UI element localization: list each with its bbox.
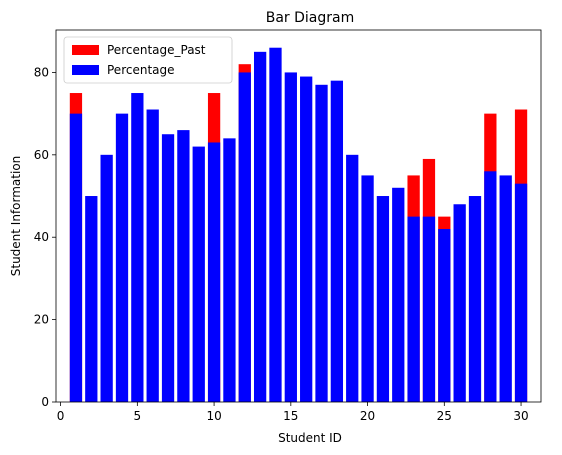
- bar-percentage-22: [392, 187, 405, 402]
- legend: Percentage_Past Percentage: [63, 36, 233, 84]
- bar-percentage-21: [376, 196, 390, 402]
- bar-percentage-20: [361, 175, 374, 402]
- x-axis-label: Student ID: [278, 431, 342, 445]
- plot-frame: [55, 29, 542, 403]
- x-tick-label-15: 15: [283, 409, 298, 423]
- bar-percentage-23: [407, 216, 420, 402]
- bar-percentage-19: [346, 154, 359, 402]
- bars-layer: [69, 47, 528, 403]
- bar-percentage-1: [69, 113, 83, 402]
- legend-swatch-0: [72, 45, 99, 55]
- bar-percentage-25: [438, 228, 451, 402]
- x-tick-label-0: 0: [57, 409, 65, 423]
- bar-percentage-7: [161, 134, 175, 403]
- bar-percentage-9: [192, 146, 205, 402]
- chart-title: Bar Diagram: [266, 10, 355, 26]
- bar-percentage-14: [269, 47, 282, 403]
- bar-percentage-17: [315, 84, 328, 402]
- bar-percentage-2: [85, 196, 98, 402]
- bar-percentage-18: [330, 80, 344, 403]
- bar-percentage-4: [115, 113, 129, 402]
- y-axis-ticks: 0 20 40 60 80: [34, 65, 56, 409]
- bar-percentage-15: [284, 72, 297, 403]
- bar-percentage-27: [468, 196, 482, 402]
- y-tick-label-80: 80: [34, 65, 49, 79]
- bar-percentage-24: [422, 216, 436, 402]
- x-tick-label-10: 10: [206, 409, 221, 423]
- x-tick-label-30: 30: [513, 409, 528, 423]
- y-tick-label-20: 20: [34, 313, 49, 327]
- legend-box: [63, 36, 233, 84]
- bar-percentage-8: [177, 130, 190, 403]
- y-axis-label: Student Information: [9, 156, 23, 277]
- x-axis-ticks: 0 5 10 15 20 25 30: [57, 402, 529, 423]
- bar-percentage-29: [499, 175, 512, 402]
- bar-percentage-30: [514, 183, 528, 402]
- bar-percentage-5: [131, 93, 144, 402]
- bar-percentage-6: [146, 109, 159, 402]
- y-tick-label-60: 60: [34, 148, 49, 162]
- legend-label-1: Percentage: [107, 63, 175, 77]
- bar-percentage-13: [253, 51, 267, 402]
- x-tick-label-20: 20: [360, 409, 375, 423]
- bar-percentage-12: [238, 72, 251, 403]
- bar-percentage-3: [100, 154, 113, 402]
- legend-label-0: Percentage_Past: [107, 43, 206, 57]
- legend-swatch-1: [72, 65, 99, 75]
- x-tick-label-25: 25: [437, 409, 452, 423]
- bar-percentage-11: [223, 138, 236, 402]
- y-tick-label-40: 40: [34, 230, 49, 244]
- bar-percentage-10: [207, 142, 221, 402]
- bar-percentage-26: [453, 204, 466, 402]
- y-tick-label-0: 0: [41, 395, 49, 409]
- x-tick-label-5: 5: [134, 409, 142, 423]
- bar-percentage-28: [484, 171, 497, 402]
- bar-percentage-16: [300, 76, 313, 403]
